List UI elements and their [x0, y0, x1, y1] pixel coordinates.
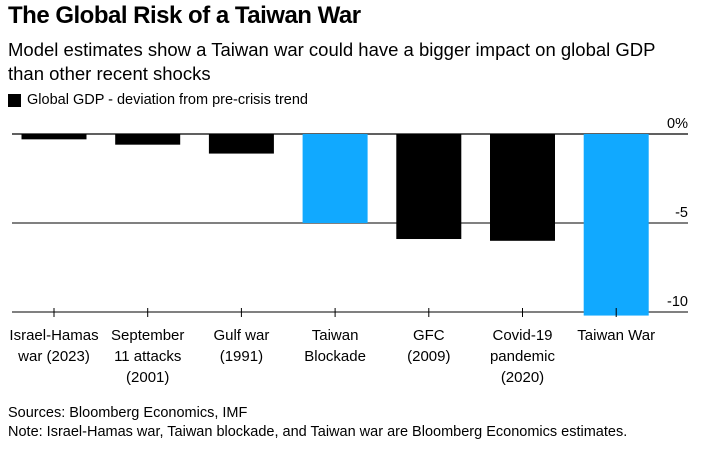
x-tick-label: Taiwan War — [577, 327, 655, 344]
legend-swatch — [8, 93, 21, 107]
legend: Global GDP - deviation from pre-crisis t… — [8, 92, 308, 108]
x-tick-label: Blockade — [304, 348, 366, 365]
bar — [583, 134, 649, 316]
y-tick-label: 0% — [667, 116, 688, 132]
bar — [208, 134, 274, 154]
x-tick-label: (2020) — [501, 369, 544, 386]
x-tick-label: (1991) — [220, 348, 263, 365]
x-tick-label: pandemic — [490, 348, 556, 365]
chart-subtitle: Model estimates show a Taiwan war could … — [8, 39, 656, 84]
x-tick-label: war (2023) — [17, 348, 90, 365]
x-tick-label: Covid-19 — [492, 327, 552, 344]
note-text: Note: Israel-Hamas war, Taiwan blockade,… — [8, 424, 628, 440]
x-tick-label: Taiwan — [312, 327, 359, 344]
x-tick-label: (2001) — [126, 369, 169, 386]
bar — [302, 134, 368, 223]
bar — [396, 134, 462, 240]
y-tick-label: -5 — [675, 205, 688, 221]
x-tick-label: (2009) — [407, 348, 450, 365]
y-tick-label: -10 — [667, 294, 688, 310]
x-tick-label: Israel-Hamas — [9, 327, 98, 344]
x-tick-label: Gulf war — [213, 327, 269, 344]
bar — [115, 134, 181, 145]
bar-chart: 0% -5 -10 Israel-Hamas war (2023) September 11… — [9, 116, 688, 386]
sources-text: Sources: Bloomberg Economics, IMF — [8, 405, 248, 421]
legend-label: Global GDP - deviation from pre-crisis t… — [27, 92, 308, 108]
x-tick-label: GFC — [413, 327, 445, 344]
chart-title: The Global Risk of a Taiwan War — [8, 2, 361, 29]
x-tick-label: 11 attacks — [114, 348, 181, 365]
x-tick-label: September — [111, 327, 184, 344]
bar — [21, 134, 87, 140]
bar — [490, 134, 555, 241]
